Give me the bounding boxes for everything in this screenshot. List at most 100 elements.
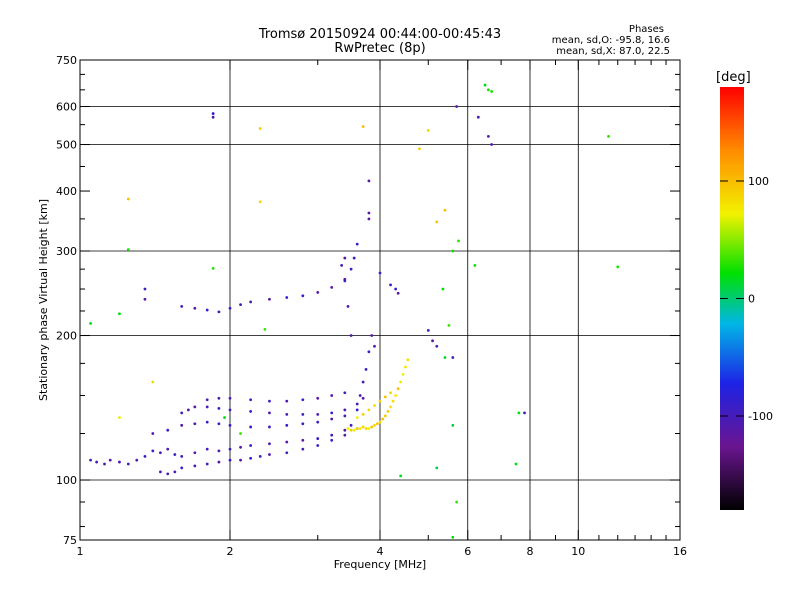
data-point bbox=[473, 263, 477, 267]
data-point bbox=[378, 420, 382, 424]
data-point bbox=[143, 455, 147, 458]
data-point bbox=[258, 200, 262, 204]
data-point bbox=[173, 470, 177, 474]
data-point bbox=[352, 256, 356, 260]
data-point bbox=[361, 396, 365, 400]
data-point bbox=[249, 425, 253, 429]
data-point bbox=[166, 447, 170, 451]
data-point bbox=[151, 449, 155, 453]
data-point bbox=[346, 427, 350, 430]
data-point bbox=[89, 321, 92, 325]
data-point bbox=[193, 306, 197, 310]
x-axis: 1 2 4 6 8 10 16 bbox=[77, 60, 687, 558]
data-point bbox=[443, 356, 447, 359]
data-point bbox=[355, 427, 359, 430]
data-point bbox=[228, 396, 232, 400]
data-point bbox=[396, 291, 400, 295]
data-point bbox=[118, 416, 121, 419]
data-point bbox=[285, 423, 289, 427]
data-point bbox=[330, 417, 334, 421]
x-tick-label: 4 bbox=[377, 545, 384, 558]
data-point bbox=[426, 328, 430, 332]
data-point bbox=[249, 300, 253, 304]
data-point bbox=[358, 394, 362, 397]
data-point bbox=[476, 115, 480, 119]
data-point bbox=[166, 428, 170, 432]
data-point bbox=[367, 217, 371, 221]
data-point bbox=[349, 428, 353, 432]
data-point bbox=[523, 411, 526, 415]
data-point bbox=[180, 305, 184, 308]
data-point bbox=[370, 425, 374, 429]
data-point bbox=[373, 344, 376, 348]
data-point bbox=[361, 125, 365, 128]
data-point bbox=[205, 405, 209, 409]
y-tick-label: 400 bbox=[56, 185, 77, 198]
data-point bbox=[406, 358, 410, 362]
data-point bbox=[239, 458, 242, 462]
data-point bbox=[330, 394, 334, 397]
data-point bbox=[166, 472, 170, 476]
data-point bbox=[217, 449, 221, 453]
data-point bbox=[355, 408, 359, 412]
data-point bbox=[364, 427, 368, 430]
chart-subtitle: RwPretec (8p) bbox=[334, 41, 426, 56]
data-point bbox=[391, 399, 395, 403]
data-point bbox=[355, 402, 359, 406]
data-point bbox=[151, 432, 155, 435]
data-point bbox=[330, 285, 334, 289]
data-point bbox=[404, 365, 407, 369]
data-point bbox=[426, 129, 430, 132]
data-point bbox=[186, 408, 190, 412]
data-point bbox=[217, 460, 221, 464]
colorbar-unit-label: [deg] bbox=[716, 70, 751, 85]
data-point bbox=[258, 455, 262, 458]
colorbar-tick-label: 0 bbox=[748, 293, 755, 306]
data-point bbox=[228, 458, 232, 462]
data-point bbox=[367, 408, 371, 412]
data-point bbox=[316, 396, 320, 400]
data-point bbox=[151, 380, 155, 384]
data-point bbox=[418, 147, 421, 151]
data-point bbox=[616, 265, 620, 269]
data-point bbox=[205, 447, 209, 451]
data-point bbox=[249, 456, 253, 460]
data-point bbox=[367, 350, 371, 354]
x-tick-label: 8 bbox=[527, 545, 534, 558]
data-point bbox=[451, 535, 455, 539]
data-point bbox=[451, 356, 455, 359]
data-point bbox=[349, 423, 353, 427]
data-point bbox=[378, 399, 382, 403]
data-point bbox=[268, 453, 271, 456]
phase-stats-x: mean, sd,X: 87.0, 22.5 bbox=[556, 46, 670, 57]
data-point bbox=[205, 308, 209, 312]
data-point bbox=[285, 296, 289, 299]
data-point bbox=[217, 407, 221, 410]
data-point bbox=[316, 420, 320, 424]
data-point bbox=[205, 398, 209, 402]
data-point bbox=[159, 470, 162, 474]
phase-stats-o: mean, sd,O: -95.8, 16.6 bbox=[551, 35, 670, 46]
x-tick-label: 6 bbox=[464, 545, 471, 558]
data-point bbox=[228, 447, 232, 451]
data-point bbox=[217, 396, 221, 400]
data-point bbox=[346, 305, 350, 308]
colorbar-tick-label: 100 bbox=[748, 175, 769, 188]
data-point bbox=[249, 409, 253, 413]
data-point bbox=[490, 143, 494, 146]
phase-stats: Phases mean, sd,O: -95.8, 16.6 mean, sd,… bbox=[552, 24, 670, 57]
data-point bbox=[126, 248, 130, 252]
data-point bbox=[239, 303, 242, 306]
data-point bbox=[330, 411, 334, 415]
data-point bbox=[435, 466, 439, 470]
y-tick-label: 500 bbox=[56, 139, 77, 152]
data-point bbox=[455, 500, 459, 504]
y-tick-label: 300 bbox=[56, 245, 77, 258]
data-point bbox=[367, 427, 371, 430]
data-point bbox=[301, 422, 305, 426]
data-point bbox=[217, 422, 221, 426]
data-point bbox=[451, 423, 455, 427]
data-point bbox=[89, 458, 92, 462]
data-point bbox=[316, 413, 320, 416]
data-point bbox=[375, 422, 379, 426]
